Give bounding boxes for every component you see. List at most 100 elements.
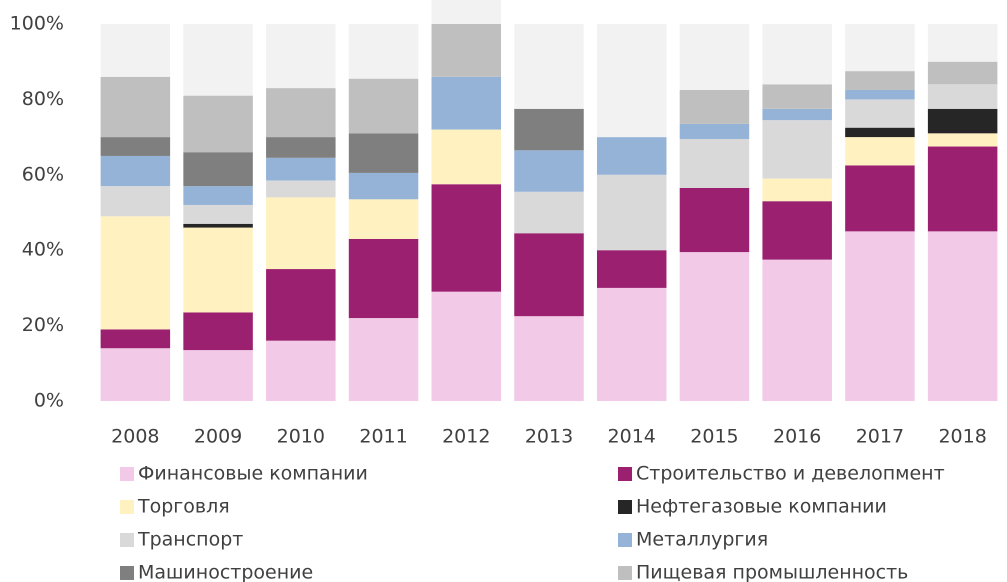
legend-swatch: [618, 566, 632, 580]
bar-segment: [100, 348, 171, 401]
bar-segment: [762, 84, 832, 109]
x-tick-label: 2011: [359, 426, 407, 448]
legend-swatch: [120, 500, 134, 514]
legend-swatch: [618, 467, 632, 481]
bar-segment: [348, 172, 419, 200]
bar-segment: [927, 108, 998, 134]
bar-segment: [266, 340, 336, 401]
y-tick-label: 100%: [10, 13, 64, 35]
x-tick-label: 2012: [442, 426, 490, 448]
bar-segment: [514, 24, 584, 109]
legend-label: Машиностроение: [138, 562, 313, 582]
bar-segment: [183, 186, 253, 205]
bar-segment: [845, 165, 915, 232]
bar-segment: [845, 71, 915, 90]
bar-segment: [348, 318, 419, 401]
legend-swatch: [120, 533, 134, 547]
bar-segment: [514, 316, 584, 401]
bar-segment: [183, 204, 253, 224]
legend-swatch: [120, 566, 134, 580]
bar-segment: [348, 199, 419, 239]
bar-segment: [596, 250, 667, 288]
bar-segment: [596, 24, 667, 138]
x-tick-label: 2014: [608, 426, 656, 448]
bar-segment: [762, 108, 832, 121]
bar-segment: [596, 287, 667, 401]
bar-segment: [596, 174, 667, 251]
y-tick-label: 40%: [22, 239, 64, 261]
bar-segment: [431, 129, 502, 185]
y-tick-label: 80%: [22, 88, 64, 110]
bar-segment: [183, 350, 253, 401]
bar-segment: [266, 137, 336, 158]
bar-segment: [266, 88, 336, 138]
legend-swatch: [120, 467, 134, 481]
x-tick-label: 2008: [111, 426, 159, 448]
bar-segment: [431, 291, 502, 401]
legend-label: Нефтегазовые компании: [636, 496, 887, 518]
legend-label: Пищевая промышленность: [636, 562, 908, 582]
bar-segment: [266, 157, 336, 181]
legend-label: Торговля: [137, 496, 230, 518]
bar-segment: [100, 137, 171, 156]
bar-segment: [100, 186, 171, 217]
bar-segment: [266, 269, 336, 341]
bar-segment: [100, 24, 171, 77]
bar-segment: [183, 95, 253, 153]
bar-segment: [762, 120, 832, 179]
x-tick-label: 2018: [938, 426, 986, 448]
bar-segment: [679, 187, 750, 253]
bar-segment: [183, 152, 253, 187]
bar-segment: [100, 329, 171, 349]
x-tick-label: 2013: [525, 426, 573, 448]
x-tick-label: 2017: [856, 426, 904, 448]
bar-segment: [762, 24, 832, 85]
bar-segment: [762, 259, 832, 401]
bar-segment: [348, 238, 419, 319]
bar-segment: [348, 133, 419, 173]
bar-segment: [679, 89, 750, 124]
bar-segment: [431, 24, 502, 77]
x-tick-label: 2016: [773, 426, 821, 448]
bar-segment: [927, 146, 998, 232]
y-tick-label: 0%: [34, 390, 64, 412]
bar-segment: [348, 24, 419, 79]
y-tick-label: 20%: [22, 314, 64, 336]
legend-swatch: [618, 533, 632, 547]
x-tick-label: 2009: [194, 426, 242, 448]
bar-segment: [845, 127, 915, 138]
bar-segment: [596, 137, 667, 175]
bar-segment: [845, 137, 915, 166]
bar-segment: [100, 155, 171, 187]
bar-segment: [100, 216, 171, 330]
bar-segment: [514, 108, 584, 151]
legend-swatch: [618, 500, 632, 514]
bar-segment: [679, 123, 750, 139]
bar-segment: [514, 233, 584, 317]
bar-segment: [348, 78, 419, 134]
bar-segment: [266, 180, 336, 198]
bar-segment: [927, 231, 998, 401]
bar-segment: [762, 201, 832, 260]
bar-segment: [183, 223, 253, 228]
legend-label: Транспорт: [137, 529, 243, 551]
bar-segment: [431, 0, 502, 24]
bar-segment: [845, 24, 915, 72]
bar-segment: [514, 150, 584, 192]
bar-segment: [845, 99, 915, 128]
legend-label: Финансовые компании: [138, 463, 368, 485]
legend-label: Металлургия: [636, 529, 768, 551]
bar-segment: [183, 24, 253, 96]
y-tick-label: 60%: [22, 163, 64, 185]
bar-segment: [183, 312, 253, 351]
legend-label: Строительство и девелопмент: [636, 463, 945, 485]
bar-segment: [266, 197, 336, 270]
bar-segment: [927, 24, 998, 62]
bar-segment: [431, 76, 502, 130]
bar-segment: [762, 178, 832, 202]
bar-segment: [679, 24, 750, 90]
x-tick-label: 2010: [277, 426, 325, 448]
bar-segment: [927, 61, 998, 85]
bar-segment: [183, 227, 253, 313]
